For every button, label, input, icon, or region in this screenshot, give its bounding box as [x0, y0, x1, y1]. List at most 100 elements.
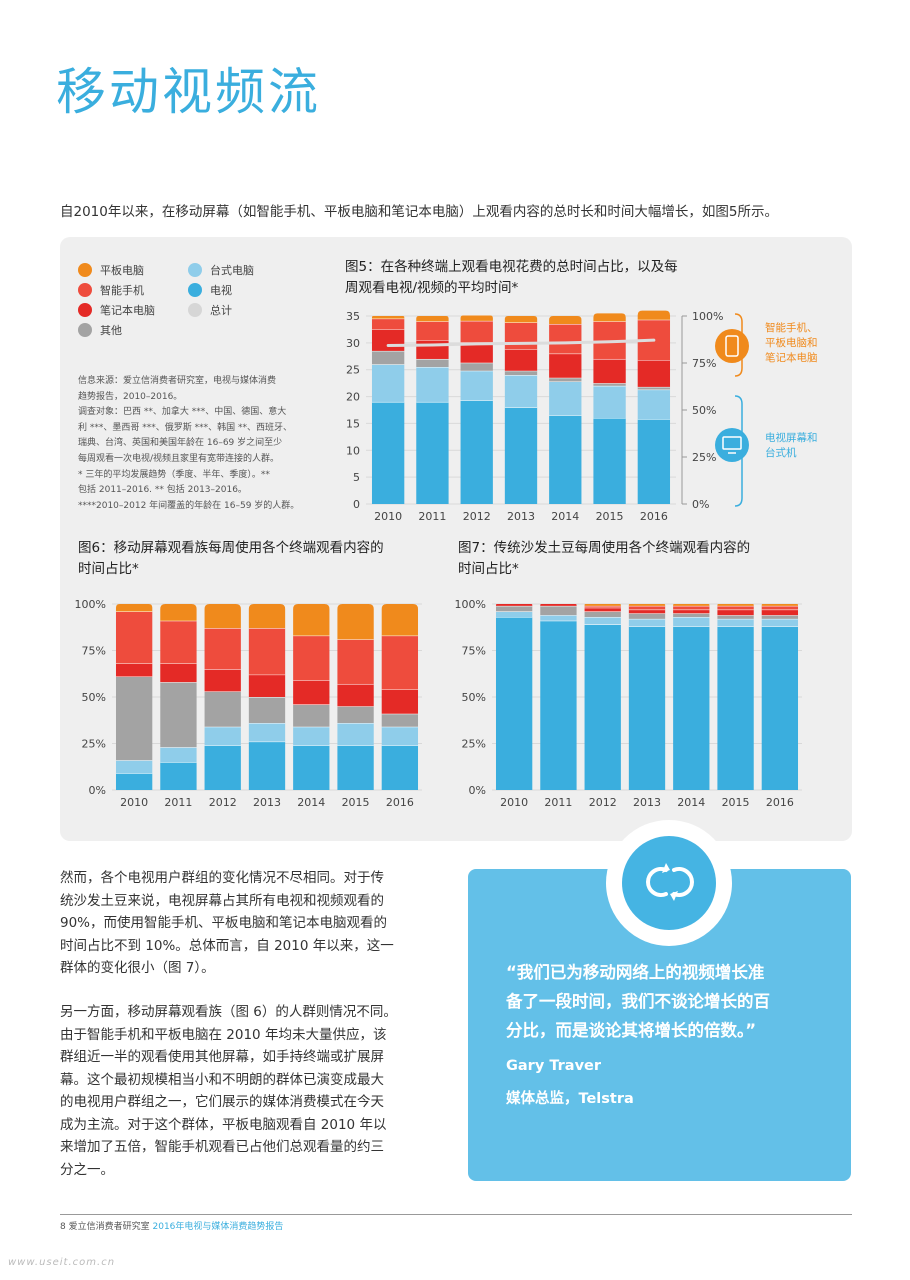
bar-segment — [248, 604, 286, 629]
bar-segment — [381, 726, 419, 746]
bar-segment — [504, 322, 538, 350]
bar-segment — [549, 324, 582, 354]
bar-segment — [204, 745, 241, 790]
body-line: 90%，而使用智能手机、平板电脑和笔记本电脑观看的 — [60, 915, 388, 931]
bar-segment — [416, 367, 449, 402]
x-tick-label: 2015 — [596, 510, 624, 523]
bar-segment — [549, 415, 582, 504]
bar-segment — [673, 617, 710, 627]
monitor-icon — [722, 436, 742, 450]
monitor-badge-icon — [715, 428, 749, 462]
desktop-dot-icon — [188, 263, 202, 277]
y-tick-label: 25% — [82, 738, 106, 751]
y-tick-label: 10 — [346, 444, 360, 457]
bar-segment — [204, 691, 241, 727]
fig7-title: 图7：传统沙发土豆每周使用各个终端观看内容的 时间占比* — [458, 538, 750, 580]
bar-segment — [371, 401, 405, 504]
body-line: 的电视用户群组之一，它们展示的媒体消费模式在今天 — [60, 1094, 384, 1110]
legend-label: 智能手机 — [100, 284, 144, 297]
refresh-arrows-icon — [646, 863, 694, 901]
bar-segment — [416, 340, 449, 359]
x-tick-label: 2013 — [507, 510, 535, 523]
callout-mobile: 智能手机、 平板电脑和 笔记本电脑 — [765, 321, 818, 366]
fig5-title-line: 周观看电视/视频的平均时间* — [345, 280, 519, 296]
body-line: 时间占比不到 10%。总体而言，自 2010 年以来，这一 — [60, 937, 394, 954]
bar-segment — [371, 364, 405, 402]
fig5-chart: 0 5 10 15 20 25 30 35 0% 25% 50% 75% 100% 2010 2011 201… — [346, 310, 749, 523]
fig7-title-line: 图7：传统沙发土豆每周使用各个终端观看内容的 — [458, 540, 751, 556]
y-tick-label: 25% — [462, 738, 486, 751]
body-line: 然而，各个电视用户群组的变化情况不尽相同。对于传 — [60, 870, 384, 886]
bar-segment — [371, 316, 405, 319]
legend-item-total: 总计 — [188, 302, 232, 318]
bar-segment — [460, 342, 493, 363]
body-line: 另一方面，移动屏幕观看族（图 6）的人群则情况不同。 — [60, 1004, 397, 1020]
bar-segment — [337, 745, 374, 790]
legend-item-other: 其他 — [78, 322, 122, 338]
footer-report-title: 2016年电视与媒体消费趋势报告 — [152, 1222, 284, 1232]
bar-segment — [673, 613, 710, 618]
bar-segment — [628, 613, 666, 619]
fig7-chart: 0% 25% 50% 75% 100% 2010 2011 2012 2013 2014 2015 2… — [455, 598, 802, 809]
x-tick-label: 2014 — [551, 510, 579, 523]
bar-segment — [371, 329, 405, 351]
x-tick-label: 2012 — [589, 796, 617, 809]
phone-badge-icon — [715, 329, 749, 363]
callout-mobile-line: 智能手机、 — [765, 322, 818, 334]
note-line: 包括 2011–2016. ** 包括 2013–2016。 — [78, 485, 247, 496]
bar-segment — [115, 773, 153, 790]
footer-org: 爱立信消费者研究室 — [68, 1222, 150, 1232]
y-tick-label: 5 — [353, 471, 360, 484]
y-tick-label: 0% — [469, 784, 486, 797]
quote-role: 媒体总监，Telstra — [506, 1091, 634, 1107]
bar-segment — [628, 605, 666, 610]
note-line: ****2010–2012 年间覆盖的年龄在 16–59 岁的人群。 — [78, 500, 300, 511]
bar-segment — [761, 604, 799, 606]
y-tick-label: 20 — [346, 391, 360, 404]
fig5-title-line: 图5：在各种终端上观看电视花费的总时间占比，以及每 — [345, 259, 678, 275]
body-line: 分之一。 — [60, 1161, 114, 1178]
bar-segment — [637, 389, 671, 420]
bar-segment — [504, 370, 538, 376]
bar-segment — [248, 697, 286, 724]
x-tick-label: 2011 — [164, 796, 192, 809]
legend-item-tablet: 平板电脑 — [78, 262, 144, 278]
footer-divider — [60, 1214, 852, 1215]
bar-segment — [504, 349, 538, 371]
bar-segment — [115, 604, 153, 612]
bar-segment — [628, 609, 666, 614]
x-tick-label: 2012 — [463, 510, 491, 523]
bar-segment — [460, 315, 493, 321]
bar-segment — [248, 741, 286, 790]
bar-segment — [549, 381, 582, 416]
bar-segment — [540, 620, 577, 790]
callout-tv-line: 电视屏幕和 — [765, 432, 818, 444]
bar-segment — [293, 635, 330, 681]
bar-segment — [584, 611, 621, 618]
bar-segment — [204, 726, 241, 746]
y-tick-label: 30 — [346, 337, 360, 350]
body-line: 由于智能手机和平板电脑在 2010 年均未大量供应，该 — [60, 1026, 387, 1043]
x-tick-label: 2012 — [209, 796, 237, 809]
bar-segment — [460, 370, 493, 401]
bar-segment — [761, 618, 799, 627]
x-tick-label: 2014 — [297, 796, 325, 809]
x-tick-label: 2016 — [766, 796, 794, 809]
bar-segment — [495, 611, 533, 618]
x-tick-label: 2011 — [544, 796, 572, 809]
x-tick-label: 2014 — [677, 796, 705, 809]
bar-segment — [337, 683, 374, 707]
bar-segment — [416, 316, 449, 322]
quote-text: “我们已为移动网络上的视频增长准 备了一段时间，我们不谈论增长的百 分比，而是谈… — [506, 958, 826, 1045]
callout-mobile-line: 平板电脑和 — [765, 337, 818, 349]
bar-segment — [504, 375, 538, 408]
y-tick-label: 25 — [346, 364, 360, 377]
fig6-title-line: 时间占比* — [78, 561, 139, 577]
source-note: 信息来源：爱立信消费者研究室，电视与媒体消费 趋势报告，2010–2016。 调… — [78, 374, 323, 514]
bar-segment — [204, 604, 241, 629]
bar-segment — [337, 639, 374, 684]
bar-segment — [160, 762, 197, 790]
bar-segment — [160, 682, 197, 748]
bar-segment — [337, 723, 374, 746]
intro-paragraph: 自2010年以来，在移动屏幕（如智能手机、平板电脑和笔记本电脑）上观看内容的总时… — [60, 204, 778, 220]
